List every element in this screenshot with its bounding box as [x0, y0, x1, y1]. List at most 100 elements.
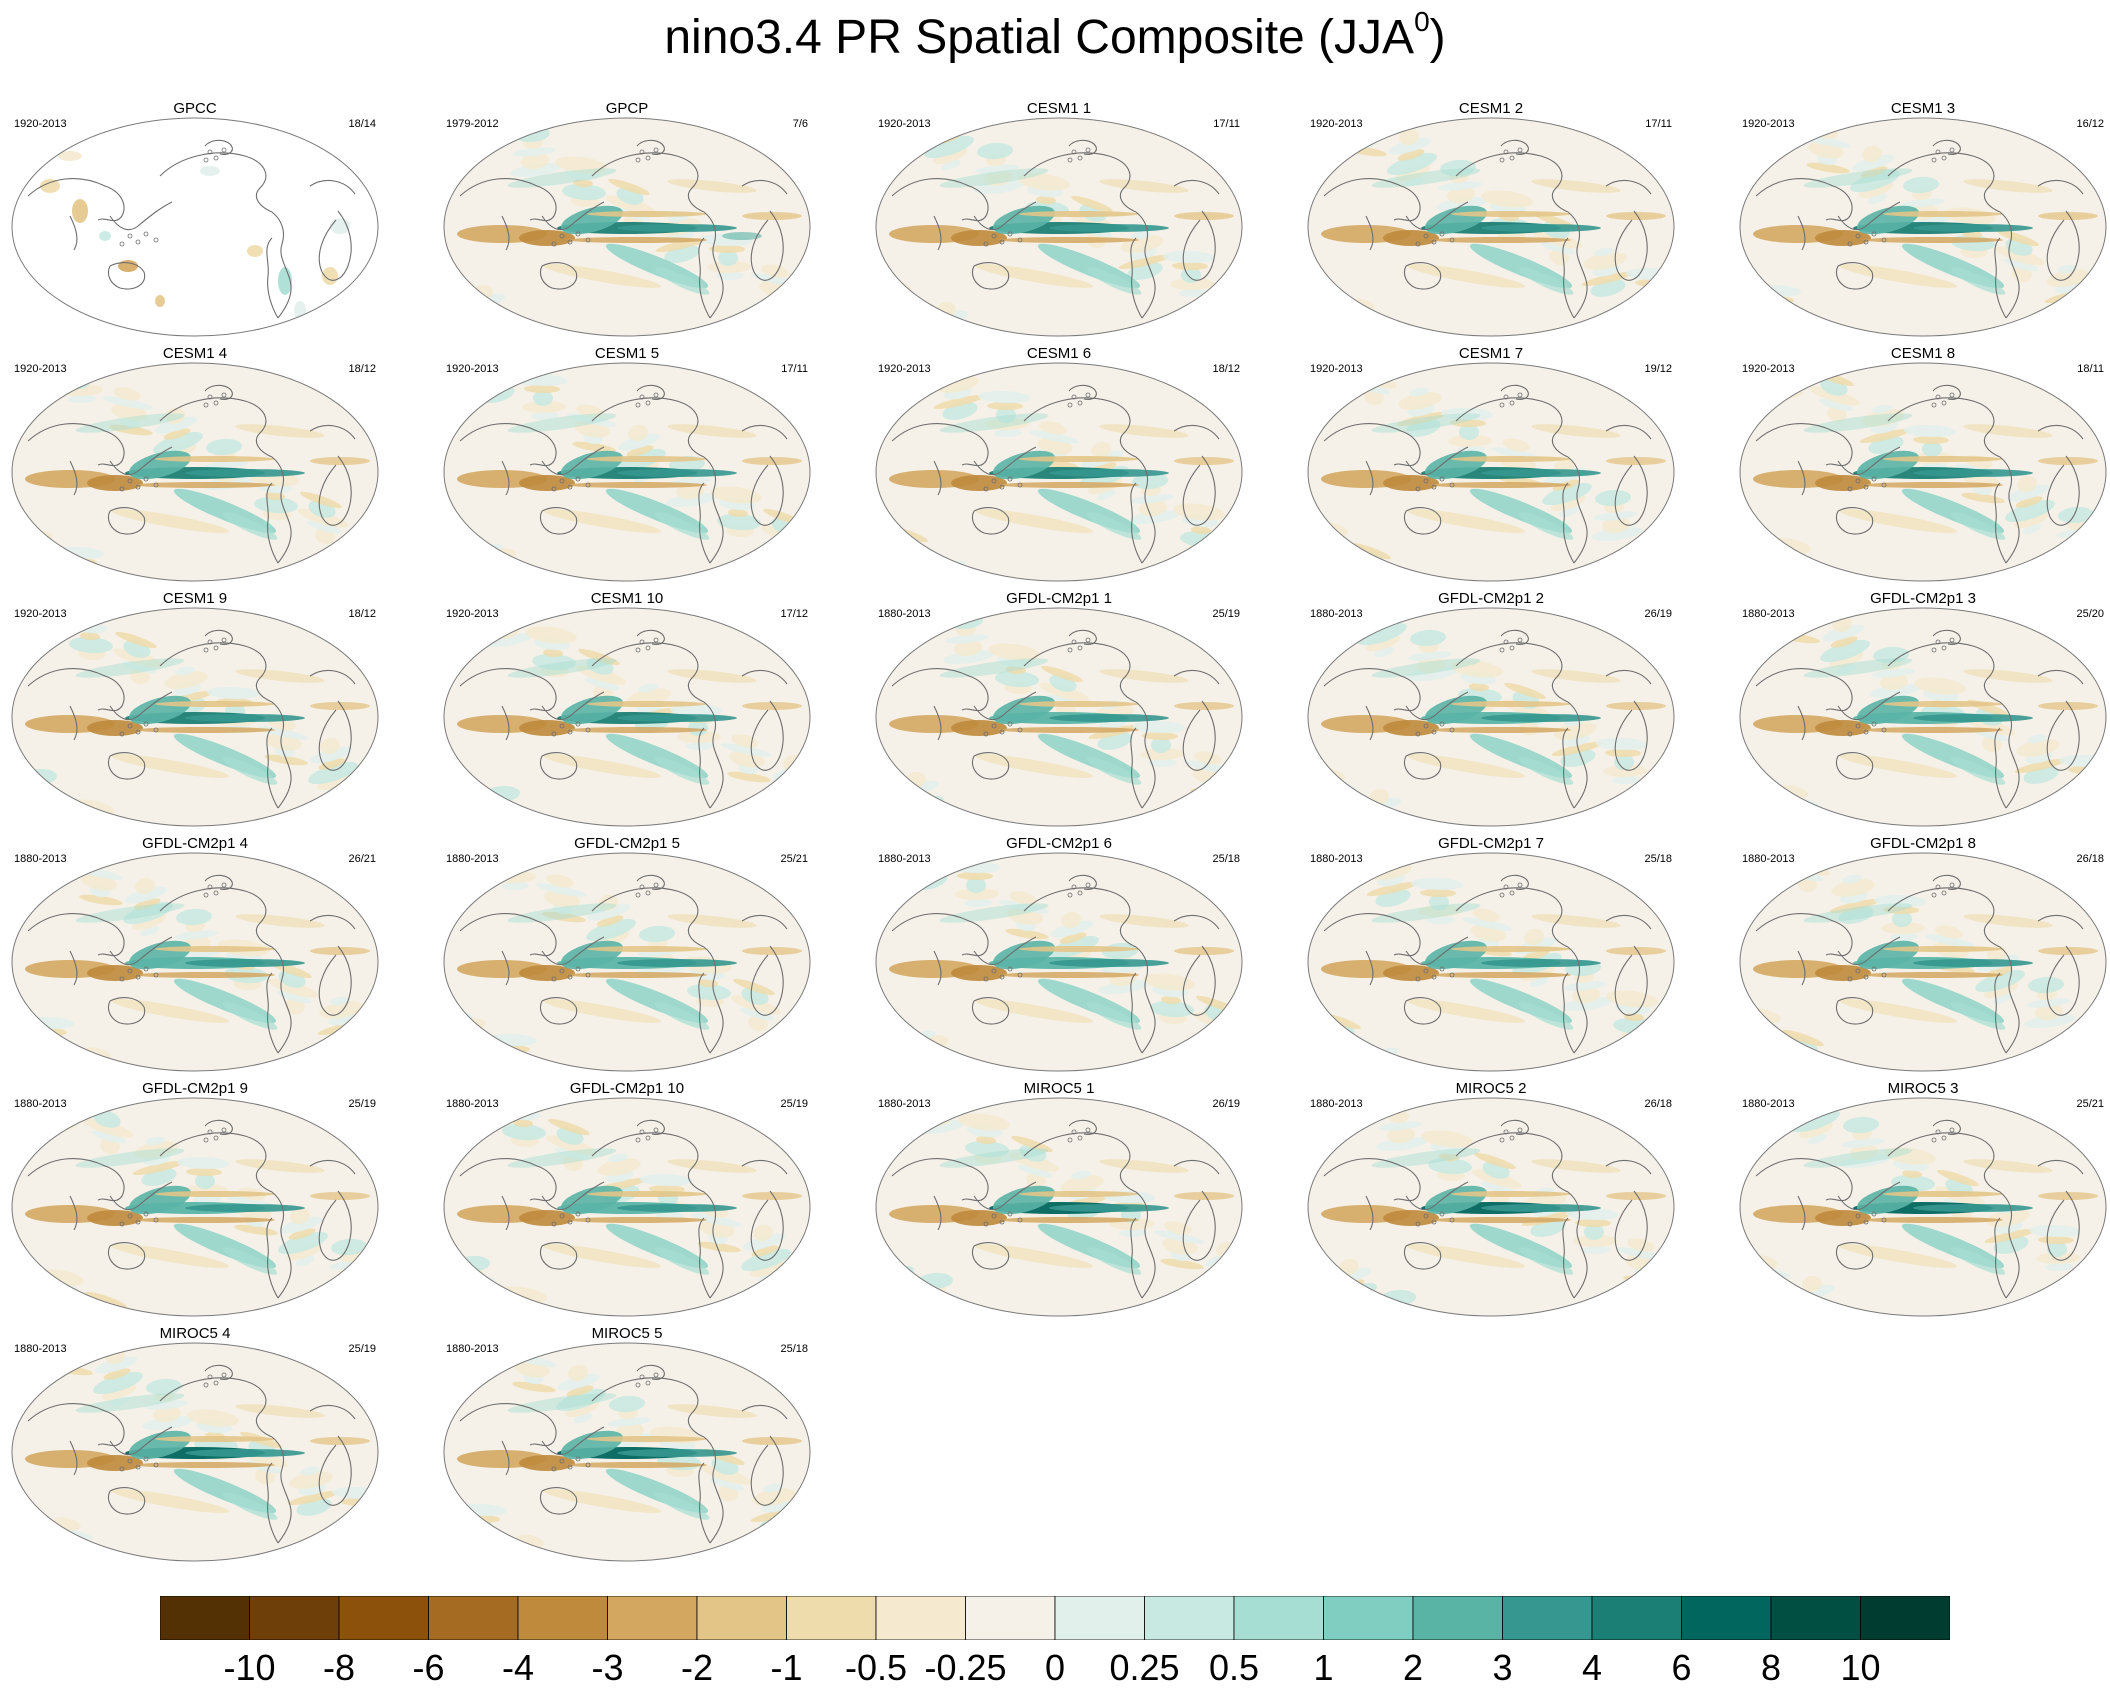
colorbar-swatch: [1054, 1596, 1145, 1640]
map-panel: MIROC5 5 1880-2013 25/18: [438, 1325, 858, 1565]
map-globe: [443, 1342, 811, 1562]
panel-years: 1880-2013: [446, 1343, 499, 1355]
panel-years: 1880-2013: [1742, 1098, 1795, 1110]
panel-count: 25/21: [2076, 1098, 2104, 1110]
panel-title: GFDL-CM2p1 5: [574, 835, 680, 852]
map-panel: GFDL-CM2p1 1 1880-2013 25/19: [870, 590, 1290, 830]
map-panel: CESM1 6 1920-2013 18/12: [870, 345, 1290, 585]
panel-count: 18/12: [348, 608, 376, 620]
colorbar-label: 3: [1492, 1647, 1513, 1688]
panel-count: 7/6: [792, 118, 808, 130]
colorbar-label: 6: [1671, 1647, 1692, 1688]
panel-years: 1880-2013: [878, 608, 931, 620]
panel-title: MIROC5 1: [1023, 1080, 1095, 1097]
map-globe: [1739, 607, 2107, 827]
panel-years: 1920-2013: [1310, 363, 1363, 375]
panel-count: 18/11: [2077, 363, 2104, 375]
colorbar-label: -1: [770, 1647, 803, 1688]
title-main: nino3.4 PR Spatial Composite (JJA: [664, 11, 1415, 64]
map-globe: [443, 117, 811, 337]
map-panel: CESM1 5 1920-2013 17/11: [438, 345, 858, 585]
map-globe: [875, 1097, 1243, 1317]
map-panel: GFDL-CM2p1 4 1880-2013 26/21: [6, 835, 426, 1075]
panel-years: 1920-2013: [14, 363, 67, 375]
map-panel: CESM1 2 1920-2013 17/11: [1302, 100, 1722, 340]
panel-count: 25/18: [780, 1343, 808, 1355]
panel-years: 1920-2013: [14, 608, 67, 620]
panel-count: 17/12: [780, 608, 808, 620]
map-globe: [1739, 1097, 2107, 1317]
map-globe: [443, 1097, 811, 1317]
panel-count: 26/19: [1644, 608, 1672, 620]
colorbar-swatch: [1860, 1596, 1950, 1640]
panel-years: 1880-2013: [878, 853, 931, 865]
colorbar-swatch: [786, 1596, 877, 1640]
map-panel: GFDL-CM2p1 5 1880-2013 25/21: [438, 835, 858, 1075]
panel-years: 1880-2013: [14, 1343, 67, 1355]
map-panel: GFDL-CM2p1 2 1880-2013 26/19: [1302, 590, 1722, 830]
map-globe: [11, 117, 379, 337]
panel-title: CESM1 8: [1890, 345, 1956, 362]
panel-title: CESM1 5: [594, 345, 660, 362]
map-panel: GPCC 1920-2013 18/14: [6, 100, 426, 340]
map-globe: [11, 362, 379, 582]
map-panel: GFDL-CM2p1 6 1880-2013 25/18: [870, 835, 1290, 1075]
panel-title: CESM1 10: [590, 590, 664, 607]
map-globe: [11, 607, 379, 827]
panel-years: 1880-2013: [1310, 853, 1363, 865]
panel-count: 18/12: [1212, 363, 1240, 375]
panel-title: GFDL-CM2p1 6: [1006, 835, 1112, 852]
panel-count: 25/19: [780, 1098, 808, 1110]
map-globe: [11, 852, 379, 1072]
map-panel: CESM1 3 1920-2013 16/12: [1734, 100, 2110, 340]
map-panel: GFDL-CM2p1 9 1880-2013 25/19: [6, 1080, 426, 1320]
panel-title: CESM1 3: [1890, 100, 1956, 117]
colorbar-swatch: [965, 1596, 1056, 1640]
panel-title: CESM1 7: [1458, 345, 1524, 362]
panel-count: 17/11: [1213, 118, 1240, 130]
panel-title: CESM1 9: [162, 590, 228, 607]
panel-title: GFDL-CM2p1 3: [1870, 590, 1976, 607]
colorbar: [160, 1596, 1950, 1640]
panel-years: 1920-2013: [878, 118, 931, 130]
panel-count: 25/18: [1212, 853, 1240, 865]
title-superscript: 0: [1414, 6, 1430, 37]
map-panel: MIROC5 4 1880-2013 25/19: [6, 1325, 426, 1565]
panel-years: 1880-2013: [446, 1098, 499, 1110]
colorbar-swatch: [1770, 1596, 1861, 1640]
panel-title: GFDL-CM2p1 2: [1438, 590, 1544, 607]
panel-title: GFDL-CM2p1 1: [1006, 590, 1112, 607]
panel-title: GPCP: [605, 100, 649, 117]
panel-years: 1920-2013: [446, 608, 499, 620]
colorbar-label: 10: [1840, 1647, 1881, 1688]
panel-count: 25/19: [348, 1098, 376, 1110]
panel-count: 25/21: [780, 853, 808, 865]
colorbar-label: -0.25: [924, 1647, 1007, 1688]
map-panel: MIROC5 3 1880-2013 25/21: [1734, 1080, 2110, 1320]
panel-count: 17/11: [781, 363, 808, 375]
colorbar-label: -2: [680, 1647, 714, 1688]
colorbar-label: 4: [1581, 1647, 1603, 1688]
panel-count: 17/11: [1645, 118, 1672, 130]
panel-years: 1880-2013: [1310, 608, 1363, 620]
panel-count: 25/18: [1644, 853, 1672, 865]
colorbar-label: -6: [412, 1647, 445, 1688]
colorbar-labels: -10 -8 -6 -4 -3 -2 -1 -0.5 -0.25 0 0.25 0.5 1 2 3 4 6 8 10: [0, 1650, 2110, 1690]
colorbar-swatch: [160, 1596, 250, 1640]
colorbar-swatch: [1412, 1596, 1503, 1640]
panel-title: GPCC: [173, 100, 217, 117]
map-globe: [1739, 852, 2107, 1072]
panel-years: 1880-2013: [1310, 1098, 1363, 1110]
map-globe: [1739, 362, 2107, 582]
colorbar-svg: [160, 1596, 1950, 1640]
panel-count: 25/19: [348, 1343, 376, 1355]
colorbar-swatch: [875, 1596, 966, 1640]
colorbar-swatch: [1233, 1596, 1324, 1640]
colorbar-swatch: [428, 1596, 519, 1640]
panel-count: 26/19: [1212, 1098, 1240, 1110]
panel-years: 1880-2013: [14, 1098, 67, 1110]
colorbar-label: 0: [1044, 1647, 1066, 1688]
colorbar-swatch: [1144, 1596, 1235, 1640]
map-globe: [11, 1342, 379, 1562]
colorbar-label: 1: [1313, 1647, 1334, 1688]
